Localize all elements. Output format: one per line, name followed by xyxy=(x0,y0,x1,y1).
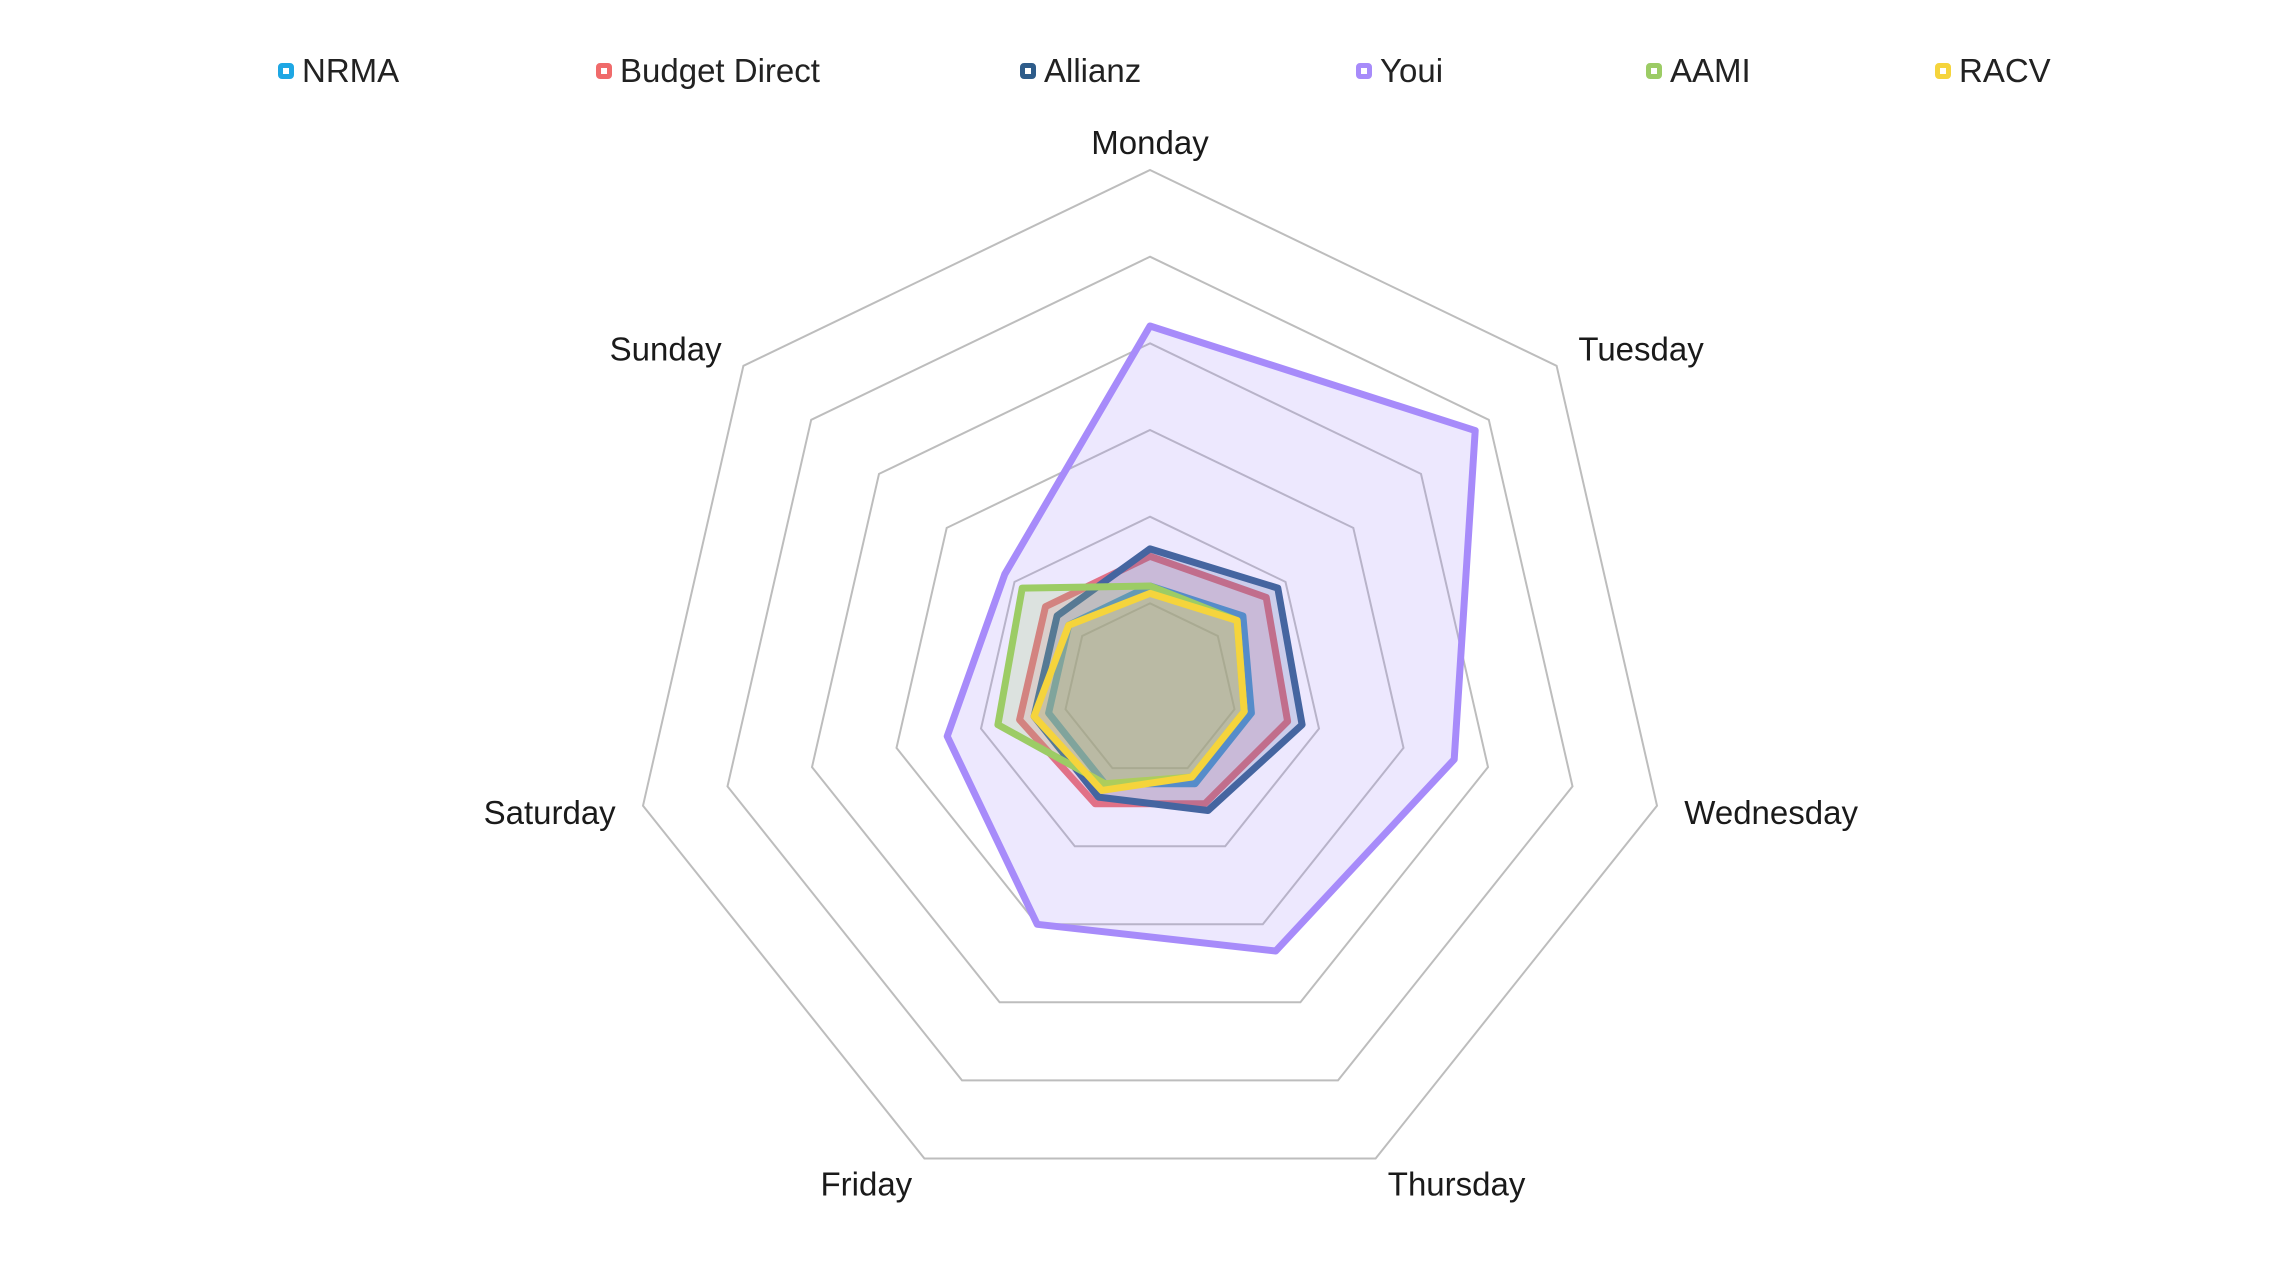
chart-legend: NRMA Budget Direct Allianz Youi AAMI RACV xyxy=(0,52,2290,102)
grid-ring-3 xyxy=(895,428,1405,926)
legend-item-budget-direct[interactable]: Budget Direct xyxy=(596,52,820,90)
axis-label-sunday: Sunday xyxy=(610,330,722,367)
legend-item-racv[interactable]: RACV xyxy=(1935,52,2051,90)
legend-label: Allianz xyxy=(1044,52,1142,89)
radar-grid xyxy=(641,168,1659,1160)
grid-ring-2 xyxy=(979,515,1321,848)
legend-swatch-racv xyxy=(1935,63,1951,79)
axis-labels: Monday Tuesday Wednesday Thursday Friday Satu… xyxy=(484,124,1859,1203)
grid-ring-6 xyxy=(641,168,1659,1160)
grid-ring-4 xyxy=(810,342,1490,1004)
legend-label: Budget Direct xyxy=(620,52,820,89)
legend-item-aami[interactable]: AAMI xyxy=(1646,52,1751,90)
axis-label-monday: Monday xyxy=(1091,124,1209,161)
grid-ring-1 xyxy=(1064,602,1236,770)
legend-swatch-aami xyxy=(1646,63,1662,79)
legend-label: NRMA xyxy=(302,52,400,89)
axis-label-friday: Friday xyxy=(821,1166,913,1203)
series-racv xyxy=(1030,589,1248,794)
legend-item-youi[interactable]: Youi xyxy=(1356,52,1443,90)
grid-ring-5 xyxy=(726,255,1574,1082)
series-youi xyxy=(943,322,1479,955)
axis-label-tuesday: Tuesday xyxy=(1578,330,1704,367)
legend-swatch-nrma xyxy=(278,63,294,79)
legend-swatch-allianz xyxy=(1020,63,1036,79)
radar-series-group xyxy=(943,322,1479,955)
legend-label: Youi xyxy=(1380,52,1444,89)
legend-label: RACV xyxy=(1959,52,2051,89)
axis-label-wednesday: Wednesday xyxy=(1684,794,1858,831)
legend-label: AAMI xyxy=(1670,52,1751,89)
axis-label-thursday: Thursday xyxy=(1388,1166,1526,1203)
axis-label-saturday: Saturday xyxy=(484,794,617,831)
legend-item-allianz[interactable]: Allianz xyxy=(1020,52,1141,90)
legend-swatch-budget-direct xyxy=(596,63,612,79)
legend-item-nrma[interactable]: NRMA xyxy=(278,52,399,90)
legend-swatch-youi xyxy=(1356,63,1372,79)
